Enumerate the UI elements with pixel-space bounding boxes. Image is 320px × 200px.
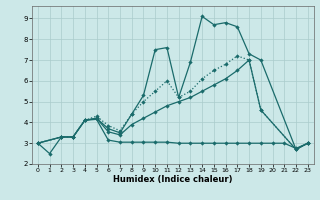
X-axis label: Humidex (Indice chaleur): Humidex (Indice chaleur)	[113, 175, 233, 184]
